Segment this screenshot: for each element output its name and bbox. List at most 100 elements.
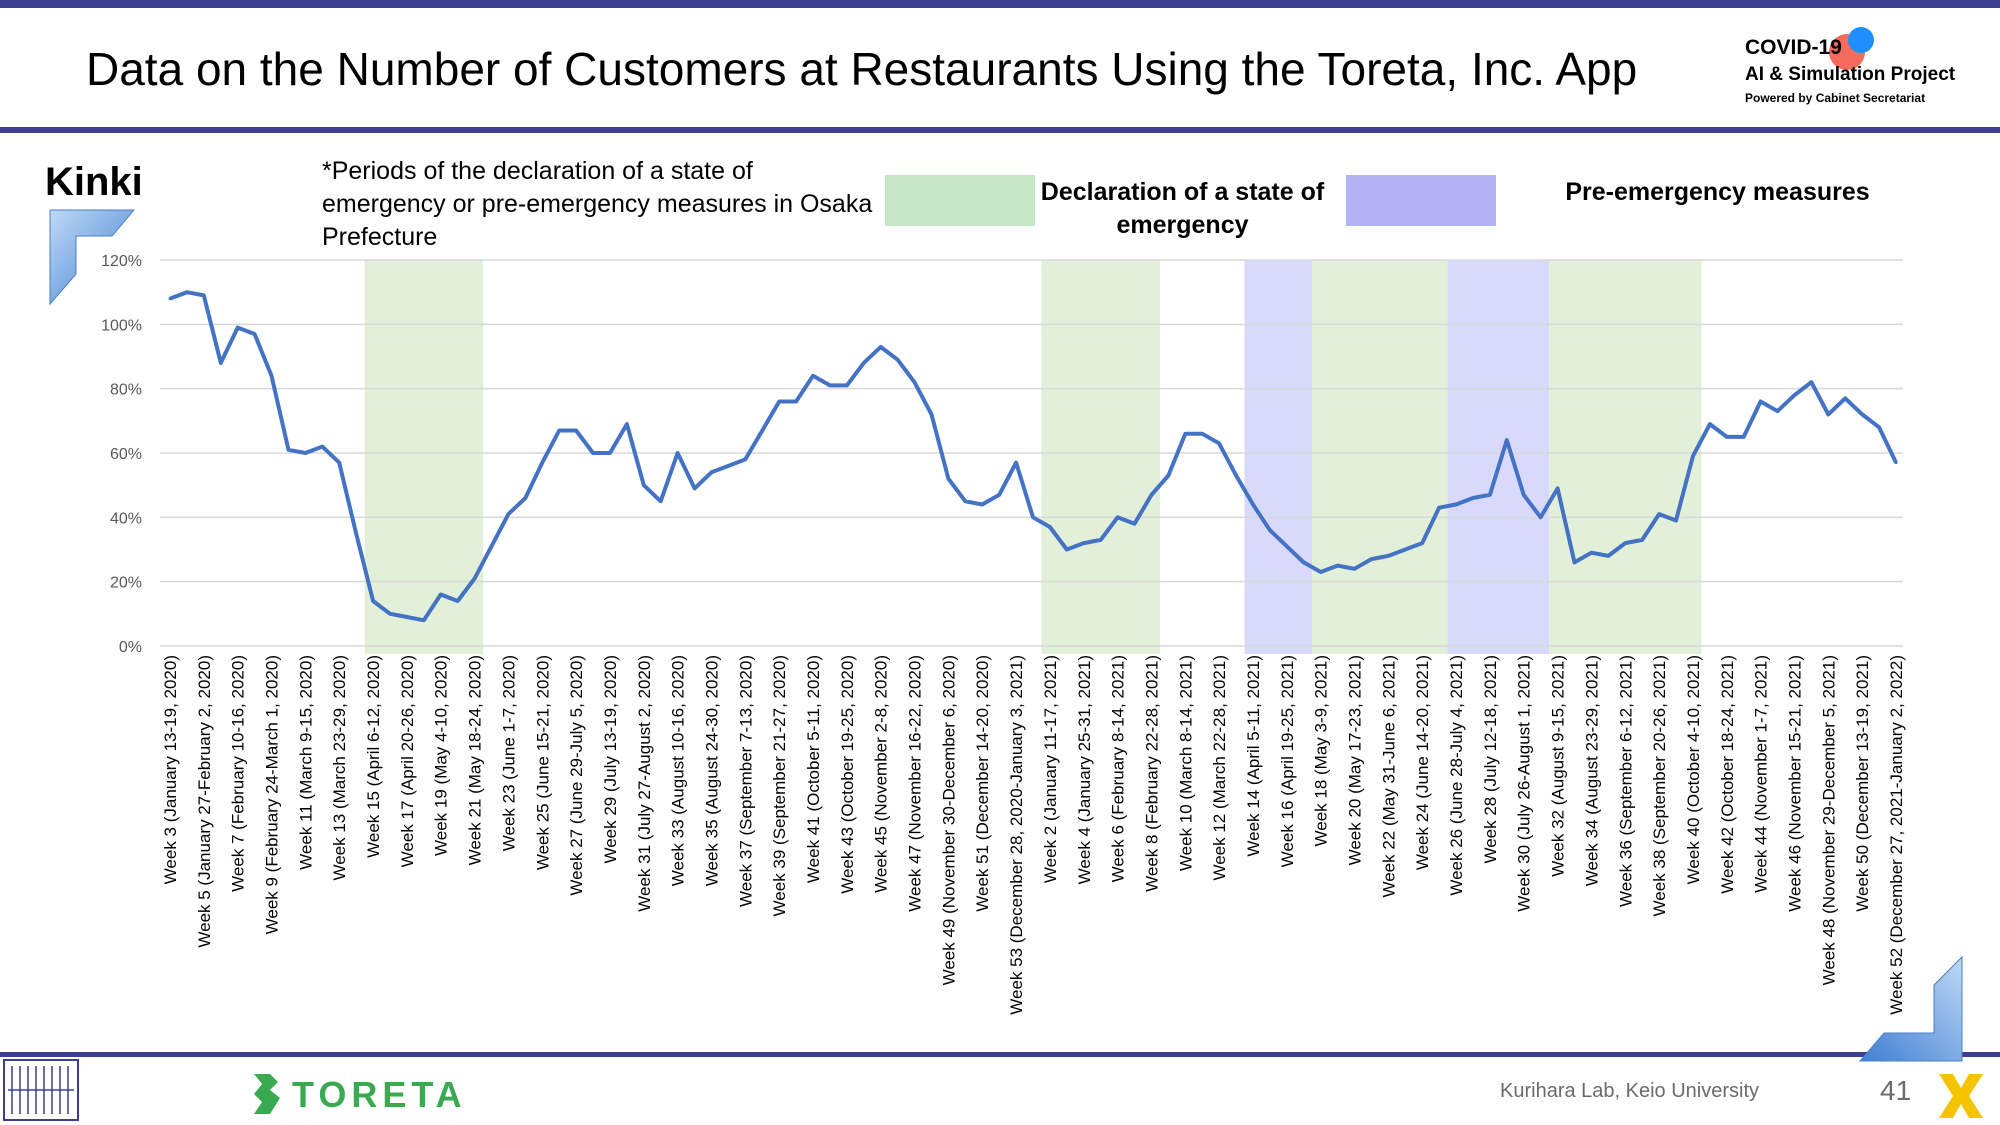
header-divider — [0, 127, 2000, 133]
data-point — [1014, 461, 1018, 465]
x-tick-label: Week 47 (November 16-22, 2020) — [906, 655, 925, 912]
data-point — [253, 332, 257, 336]
data-point — [1488, 493, 1492, 497]
y-tick-label: 120% — [101, 253, 142, 270]
shaded-periods — [364, 260, 1702, 654]
x-tick-label: Week 30 (July 26-August 1, 2021) — [1515, 655, 1534, 912]
data-point — [1217, 441, 1221, 445]
data-point — [1234, 474, 1238, 478]
data-point — [794, 400, 798, 404]
page-title: Data on the Number of Customers at Resta… — [86, 43, 1638, 95]
data-point — [1674, 519, 1678, 523]
x-tick-label: Week 43 (October 19-25, 2020) — [838, 655, 857, 894]
legend-emergency-swatch — [885, 175, 1035, 226]
covid-ai-project-logo: COVID-19 AI & Simulation Project Powered… — [1745, 26, 1985, 116]
data-point — [1623, 541, 1627, 545]
data-point — [1420, 541, 1424, 545]
x-tick-label: Week 4 (January 25-31, 2021) — [1075, 655, 1094, 884]
x-tick-label: Week 36 (September 6-12, 2021) — [1616, 655, 1635, 907]
data-point — [980, 502, 984, 506]
x-tick-label: Week 38 (September 20-26, 2021) — [1650, 655, 1669, 916]
x-tick-label: Week 53 (December 28, 2020-January 3, 20… — [1007, 655, 1026, 1015]
data-point — [591, 451, 595, 455]
toreta-wordmark: TORETA — [292, 1074, 467, 1115]
data-point — [625, 422, 629, 426]
data-point — [1843, 396, 1847, 400]
data-point — [1589, 551, 1593, 555]
data-point — [1251, 502, 1255, 506]
page-number: 41 — [1880, 1075, 1912, 1106]
data-point — [1792, 393, 1796, 397]
x-tick-label: Week 37 (September 7-13, 2020) — [736, 655, 755, 907]
shaded-period-pre-emergency-4 — [1447, 260, 1550, 654]
toreta-mark-icon — [254, 1074, 280, 1114]
data-point — [811, 374, 815, 378]
shaded-period-pre-emergency-2 — [1244, 260, 1313, 654]
data-point — [1336, 564, 1340, 568]
data-point — [574, 428, 578, 432]
y-tick-label: 40% — [110, 510, 142, 527]
top-band — [0, 0, 2000, 8]
region-label: Kinki — [45, 160, 143, 204]
data-point — [1149, 493, 1153, 497]
x-tick-label: Week 22 (May 31-June 6, 2021) — [1379, 655, 1398, 898]
data-point — [1116, 515, 1120, 519]
series-layer — [168, 290, 1898, 623]
data-point — [642, 483, 646, 487]
data-point — [1522, 493, 1526, 497]
x-tick-label: Week 16 (April 19-25, 2021) — [1278, 655, 1297, 867]
data-point — [913, 380, 917, 384]
data-point — [676, 451, 680, 455]
x-tick-label: Week 35 (August 24-30, 2020) — [702, 655, 721, 886]
shaded-period-emergency-5 — [1549, 260, 1702, 654]
x-tick-label: Week 23 (June 1-7, 2020) — [499, 655, 518, 851]
x-tick-label: Week 40 (October 4-10, 2021) — [1684, 655, 1703, 884]
data-point — [997, 493, 1001, 497]
data-point — [337, 461, 341, 465]
data-point — [422, 618, 426, 622]
data-point — [709, 470, 713, 474]
data-point — [168, 297, 172, 301]
y-tick-label: 80% — [110, 382, 142, 399]
data-point — [1437, 506, 1441, 510]
data-point — [1809, 380, 1813, 384]
x-tick-label: Week 33 (August 10-16, 2020) — [669, 655, 688, 886]
data-point — [354, 531, 358, 535]
shaded-period-emergency-1 — [1041, 260, 1160, 654]
x-tick-label: Week 28 (July 12-18, 2021) — [1481, 655, 1500, 864]
x-tick-label: Week 8 (February 22-28, 2021) — [1142, 655, 1161, 892]
x-tick-label: Week 51 (December 14-20, 2020) — [973, 655, 992, 912]
x-tick-label: Week 5 (January 27-February 2, 2020) — [195, 655, 214, 948]
data-point — [1539, 515, 1543, 519]
data-point — [896, 358, 900, 362]
corner-bracket-top-left-icon — [49, 209, 136, 306]
data-point — [1657, 512, 1661, 516]
x-tick-label: Week 2 (January 11-17, 2021) — [1041, 655, 1060, 883]
data-point — [743, 457, 747, 461]
data-point — [490, 544, 494, 548]
x-tick-label: Week 24 (June 14-20, 2021) — [1413, 655, 1432, 870]
data-point — [506, 512, 510, 516]
x-tick-label: Week 26 (June 28-July 4, 2021) — [1447, 655, 1466, 896]
data-point — [659, 499, 663, 503]
data-point — [1725, 435, 1729, 439]
x-tick-label: Week 49 (November 30-December 6, 2020) — [939, 655, 958, 985]
data-point — [439, 593, 443, 597]
data-point — [760, 428, 764, 432]
data-point — [1572, 560, 1576, 564]
data-point — [1386, 554, 1390, 558]
x-tick-label: Week 14 (April 5-11, 2021) — [1244, 655, 1263, 857]
data-point — [828, 383, 832, 387]
data-point — [1403, 548, 1407, 551]
x-tick-label: Week 21 (May 18-24, 2020) — [466, 655, 485, 865]
x-tick-label: Week 31 (July 27-August 2, 2020) — [635, 655, 654, 912]
keio-lab-logo-icon — [3, 1059, 79, 1121]
x-tick-label: Week 13 (March 23-29, 2020) — [330, 655, 349, 881]
data-point — [1369, 557, 1373, 561]
data-point — [929, 412, 933, 416]
data-point — [1031, 515, 1035, 519]
x-tick-label: Week 17 (April 20-26, 2020) — [398, 655, 417, 867]
data-point — [1302, 560, 1306, 564]
x-tick-label: Week 29 (July 13-19, 2020) — [601, 655, 620, 864]
data-point — [473, 576, 477, 580]
